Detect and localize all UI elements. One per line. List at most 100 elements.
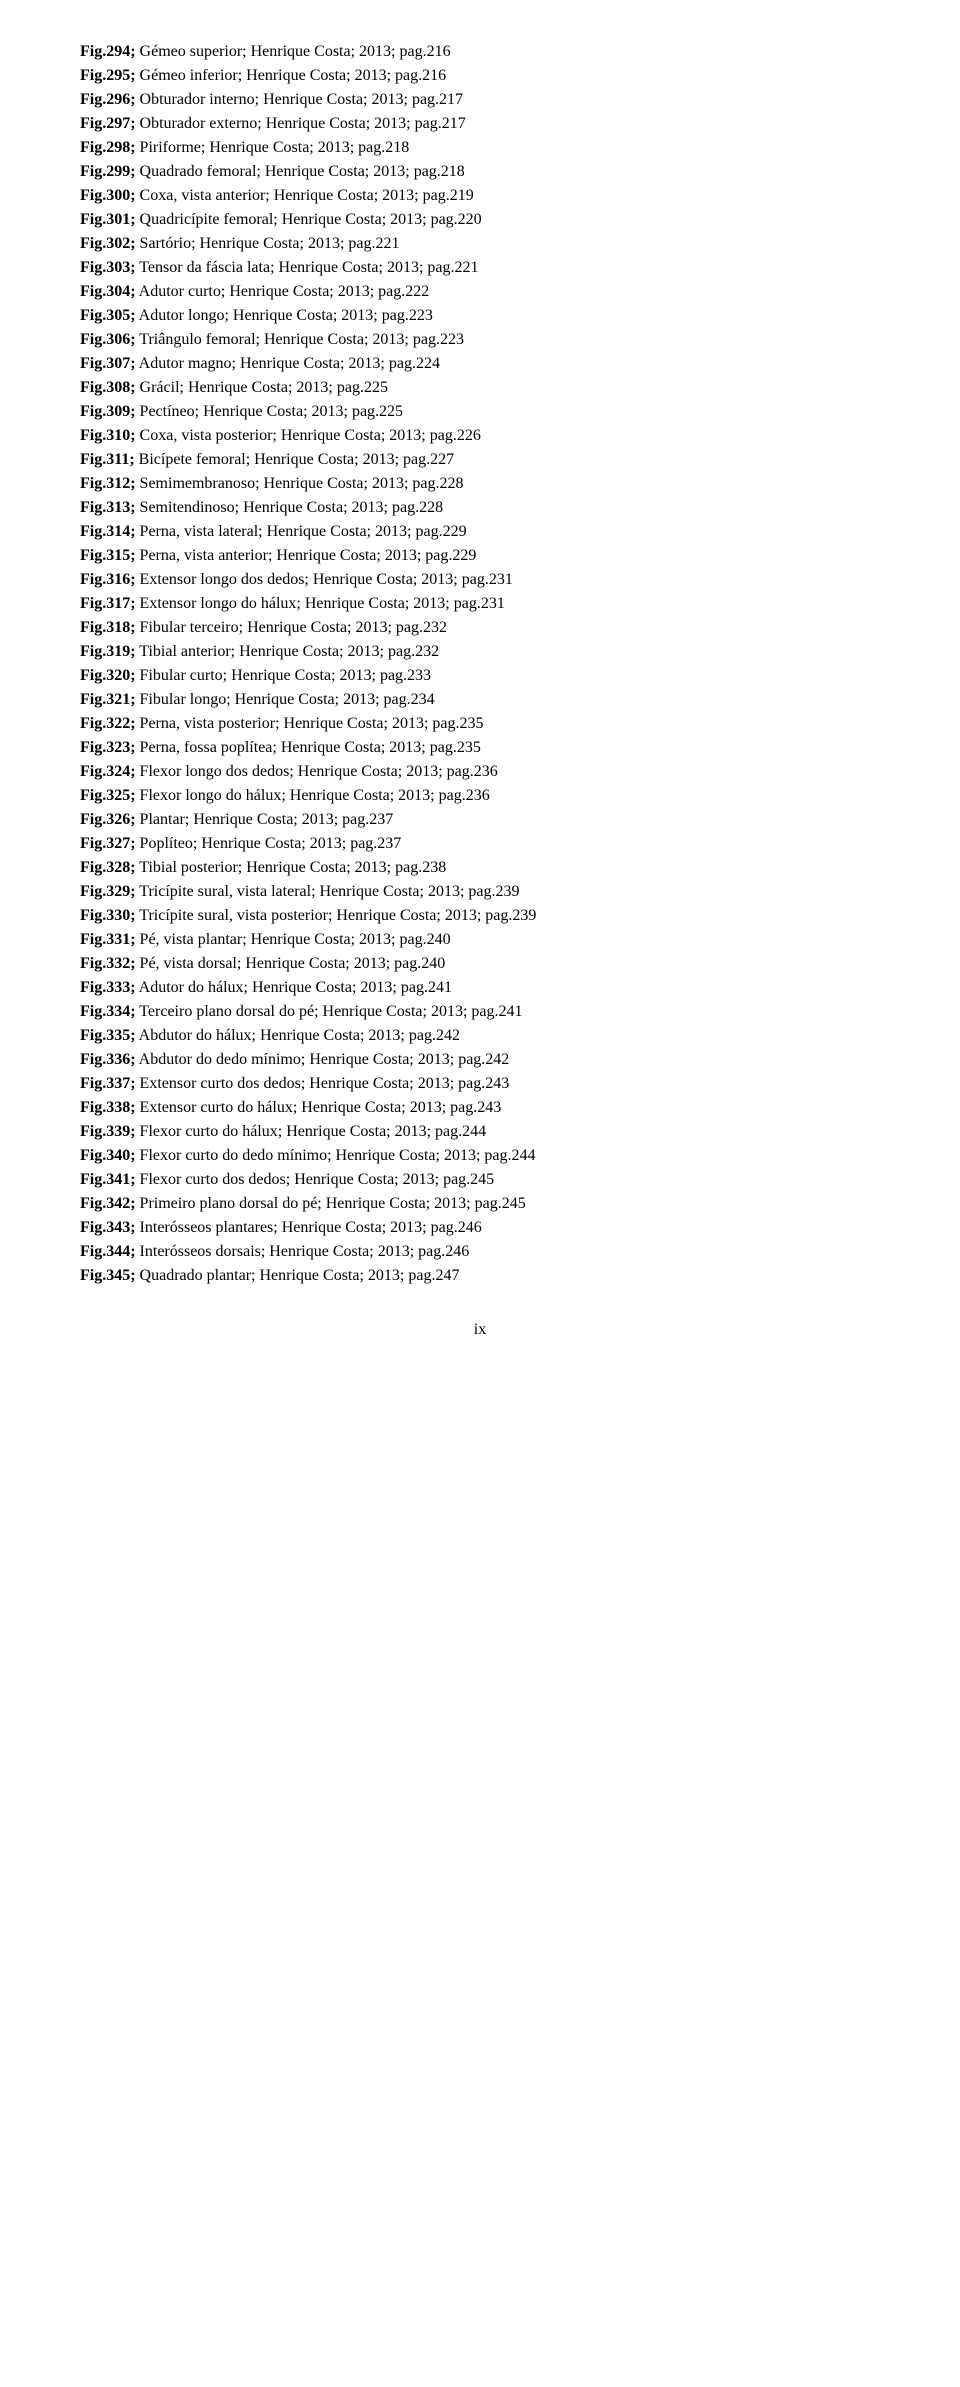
figure-entry: Fig.304; Adutor curto; Henrique Costa; 2… bbox=[80, 280, 880, 304]
figure-number-label: Fig.309; bbox=[80, 403, 136, 420]
figure-description: Adutor magno; Henrique Costa; 2013; pag.… bbox=[136, 355, 440, 372]
figure-number-label: Fig.324; bbox=[80, 763, 136, 780]
figure-description: Extensor longo do hálux; Henrique Costa;… bbox=[136, 595, 505, 612]
figure-number-label: Fig.301; bbox=[80, 211, 136, 228]
figure-description: Triângulo femoral; Henrique Costa; 2013;… bbox=[136, 331, 464, 348]
figure-description: Terceiro plano dorsal do pé; Henrique Co… bbox=[136, 1003, 523, 1020]
figure-entry: Fig.340; Flexor curto do dedo mínimo; He… bbox=[80, 1144, 880, 1168]
figure-description: Interósseos dorsais; Henrique Costa; 201… bbox=[136, 1243, 470, 1260]
figure-entry: Fig.338; Extensor curto do hálux; Henriq… bbox=[80, 1096, 880, 1120]
figure-description: Obturador externo; Henrique Costa; 2013;… bbox=[136, 115, 466, 132]
figure-number-label: Fig.312; bbox=[80, 475, 136, 492]
figure-number-label: Fig.303; bbox=[80, 259, 136, 276]
figure-number-label: Fig.319; bbox=[80, 643, 136, 660]
figure-entry: Fig.326; Plantar; Henrique Costa; 2013; … bbox=[80, 808, 880, 832]
figure-number-label: Fig.317; bbox=[80, 595, 136, 612]
figure-entry: Fig.306; Triângulo femoral; Henrique Cos… bbox=[80, 328, 880, 352]
figure-entry: Fig.299; Quadrado femoral; Henrique Cost… bbox=[80, 160, 880, 184]
figure-entry: Fig.310; Coxa, vista posterior; Henrique… bbox=[80, 424, 880, 448]
figure-number-label: Fig.300; bbox=[80, 187, 136, 204]
figure-entry: Fig.314; Perna, vista lateral; Henrique … bbox=[80, 520, 880, 544]
figure-entry: Fig.298; Piriforme; Henrique Costa; 2013… bbox=[80, 136, 880, 160]
figure-entry: Fig.327; Poplíteo; Henrique Costa; 2013;… bbox=[80, 832, 880, 856]
figure-description: Interósseos plantares; Henrique Costa; 2… bbox=[136, 1219, 482, 1236]
figure-description: Pectíneo; Henrique Costa; 2013; pag.225 bbox=[136, 403, 404, 420]
figure-description: Extensor longo dos dedos; Henrique Costa… bbox=[136, 571, 513, 588]
figure-description: Adutor longo; Henrique Costa; 2013; pag.… bbox=[136, 307, 433, 324]
figure-description: Flexor longo do hálux; Henrique Costa; 2… bbox=[136, 787, 490, 804]
figure-number-label: Fig.318; bbox=[80, 619, 136, 636]
figure-number-label: Fig.326; bbox=[80, 811, 136, 828]
figure-number-label: Fig.328; bbox=[80, 859, 136, 876]
figure-number-label: Fig.299; bbox=[80, 163, 136, 180]
figure-entry: Fig.319; Tibial anterior; Henrique Costa… bbox=[80, 640, 880, 664]
figure-number-label: Fig.320; bbox=[80, 667, 136, 684]
figure-description: Piriforme; Henrique Costa; 2013; pag.218 bbox=[136, 139, 410, 156]
figure-entry: Fig.337; Extensor curto dos dedos; Henri… bbox=[80, 1072, 880, 1096]
figure-number-label: Fig.311; bbox=[80, 451, 135, 468]
figure-number-label: Fig.341; bbox=[80, 1171, 136, 1188]
figure-number-label: Fig.321; bbox=[80, 691, 136, 708]
figure-entry: Fig.333; Adutor do hálux; Henrique Costa… bbox=[80, 976, 880, 1000]
figure-entry: Fig.324; Flexor longo dos dedos; Henriqu… bbox=[80, 760, 880, 784]
figure-entry: Fig.302; Sartório; Henrique Costa; 2013;… bbox=[80, 232, 880, 256]
figure-number-label: Fig.322; bbox=[80, 715, 136, 732]
figure-entry: Fig.300; Coxa, vista anterior; Henrique … bbox=[80, 184, 880, 208]
figure-entry: Fig.296; Obturador interno; Henrique Cos… bbox=[80, 88, 880, 112]
figure-entry: Fig.332; Pé, vista dorsal; Henrique Cost… bbox=[80, 952, 880, 976]
figure-entry: Fig.308; Grácil; Henrique Costa; 2013; p… bbox=[80, 376, 880, 400]
figure-entry: Fig.294; Gémeo superior; Henrique Costa;… bbox=[80, 40, 880, 64]
figure-entry: Fig.307; Adutor magno; Henrique Costa; 2… bbox=[80, 352, 880, 376]
figure-description: Poplíteo; Henrique Costa; 2013; pag.237 bbox=[136, 835, 402, 852]
figure-entry: Fig.318; Fibular terceiro; Henrique Cost… bbox=[80, 616, 880, 640]
figure-entry: Fig.315; Perna, vista anterior; Henrique… bbox=[80, 544, 880, 568]
figure-description: Primeiro plano dorsal do pé; Henrique Co… bbox=[136, 1195, 526, 1212]
figure-number-label: Fig.345; bbox=[80, 1267, 136, 1284]
figure-entry: Fig.329; Tricípite sural, vista lateral;… bbox=[80, 880, 880, 904]
figure-entry: Fig.328; Tibial posterior; Henrique Cost… bbox=[80, 856, 880, 880]
figure-description: Pé, vista dorsal; Henrique Costa; 2013; … bbox=[136, 955, 446, 972]
figure-entry: Fig.339; Flexor curto do hálux; Henrique… bbox=[80, 1120, 880, 1144]
figure-description: Coxa, vista posterior; Henrique Costa; 2… bbox=[136, 427, 481, 444]
figure-number-label: Fig.334; bbox=[80, 1003, 136, 1020]
figure-entry: Fig.321; Fibular longo; Henrique Costa; … bbox=[80, 688, 880, 712]
figure-entry: Fig.331; Pé, vista plantar; Henrique Cos… bbox=[80, 928, 880, 952]
figure-number-label: Fig.335; bbox=[80, 1027, 136, 1044]
figure-description: Semimembranoso; Henrique Costa; 2013; pa… bbox=[136, 475, 464, 492]
figure-number-label: Fig.333; bbox=[80, 979, 136, 996]
figure-number-label: Fig.332; bbox=[80, 955, 136, 972]
figure-entry: Fig.316; Extensor longo dos dedos; Henri… bbox=[80, 568, 880, 592]
figure-entry: Fig.313; Semitendinoso; Henrique Costa; … bbox=[80, 496, 880, 520]
figure-entry: Fig.344; Interósseos dorsais; Henrique C… bbox=[80, 1240, 880, 1264]
figure-number-label: Fig.338; bbox=[80, 1099, 136, 1116]
figure-description: Quadrado plantar; Henrique Costa; 2013; … bbox=[136, 1267, 460, 1284]
figure-description: Flexor curto do hálux; Henrique Costa; 2… bbox=[136, 1123, 487, 1140]
figure-entry: Fig.322; Perna, vista posterior; Henriqu… bbox=[80, 712, 880, 736]
figure-entry: Fig.325; Flexor longo do hálux; Henrique… bbox=[80, 784, 880, 808]
figure-number-label: Fig.302; bbox=[80, 235, 136, 252]
figure-description: Perna, fossa poplítea; Henrique Costa; 2… bbox=[136, 739, 481, 756]
figure-list: Fig.294; Gémeo superior; Henrique Costa;… bbox=[80, 40, 880, 1288]
figure-entry: Fig.343; Interósseos plantares; Henrique… bbox=[80, 1216, 880, 1240]
figure-description: Perna, vista lateral; Henrique Costa; 20… bbox=[136, 523, 467, 540]
figure-number-label: Fig.336; bbox=[80, 1051, 136, 1068]
figure-description: Flexor curto do dedo mínimo; Henrique Co… bbox=[136, 1147, 536, 1164]
figure-description: Grácil; Henrique Costa; 2013; pag.225 bbox=[136, 379, 388, 396]
figure-number-label: Fig.296; bbox=[80, 91, 136, 108]
figure-description: Extensor curto dos dedos; Henrique Costa… bbox=[136, 1075, 510, 1092]
figure-description: Sartório; Henrique Costa; 2013; pag.221 bbox=[136, 235, 400, 252]
figure-description: Fibular curto; Henrique Costa; 2013; pag… bbox=[136, 667, 432, 684]
figure-entry: Fig.295; Gémeo inferior; Henrique Costa;… bbox=[80, 64, 880, 88]
figure-entry: Fig.334; Terceiro plano dorsal do pé; He… bbox=[80, 1000, 880, 1024]
figure-number-label: Fig.313; bbox=[80, 499, 136, 516]
figure-entry: Fig.335; Abdutor do hálux; Henrique Cost… bbox=[80, 1024, 880, 1048]
figure-number-label: Fig.297; bbox=[80, 115, 136, 132]
figure-number-label: Fig.295; bbox=[80, 67, 136, 84]
figure-description: Coxa, vista anterior; Henrique Costa; 20… bbox=[136, 187, 474, 204]
figure-number-label: Fig.337; bbox=[80, 1075, 136, 1092]
figure-entry: Fig.323; Perna, fossa poplítea; Henrique… bbox=[80, 736, 880, 760]
figure-number-label: Fig.308; bbox=[80, 379, 136, 396]
figure-number-label: Fig.315; bbox=[80, 547, 136, 564]
figure-number-label: Fig.323; bbox=[80, 739, 136, 756]
figure-number-label: Fig.316; bbox=[80, 571, 136, 588]
